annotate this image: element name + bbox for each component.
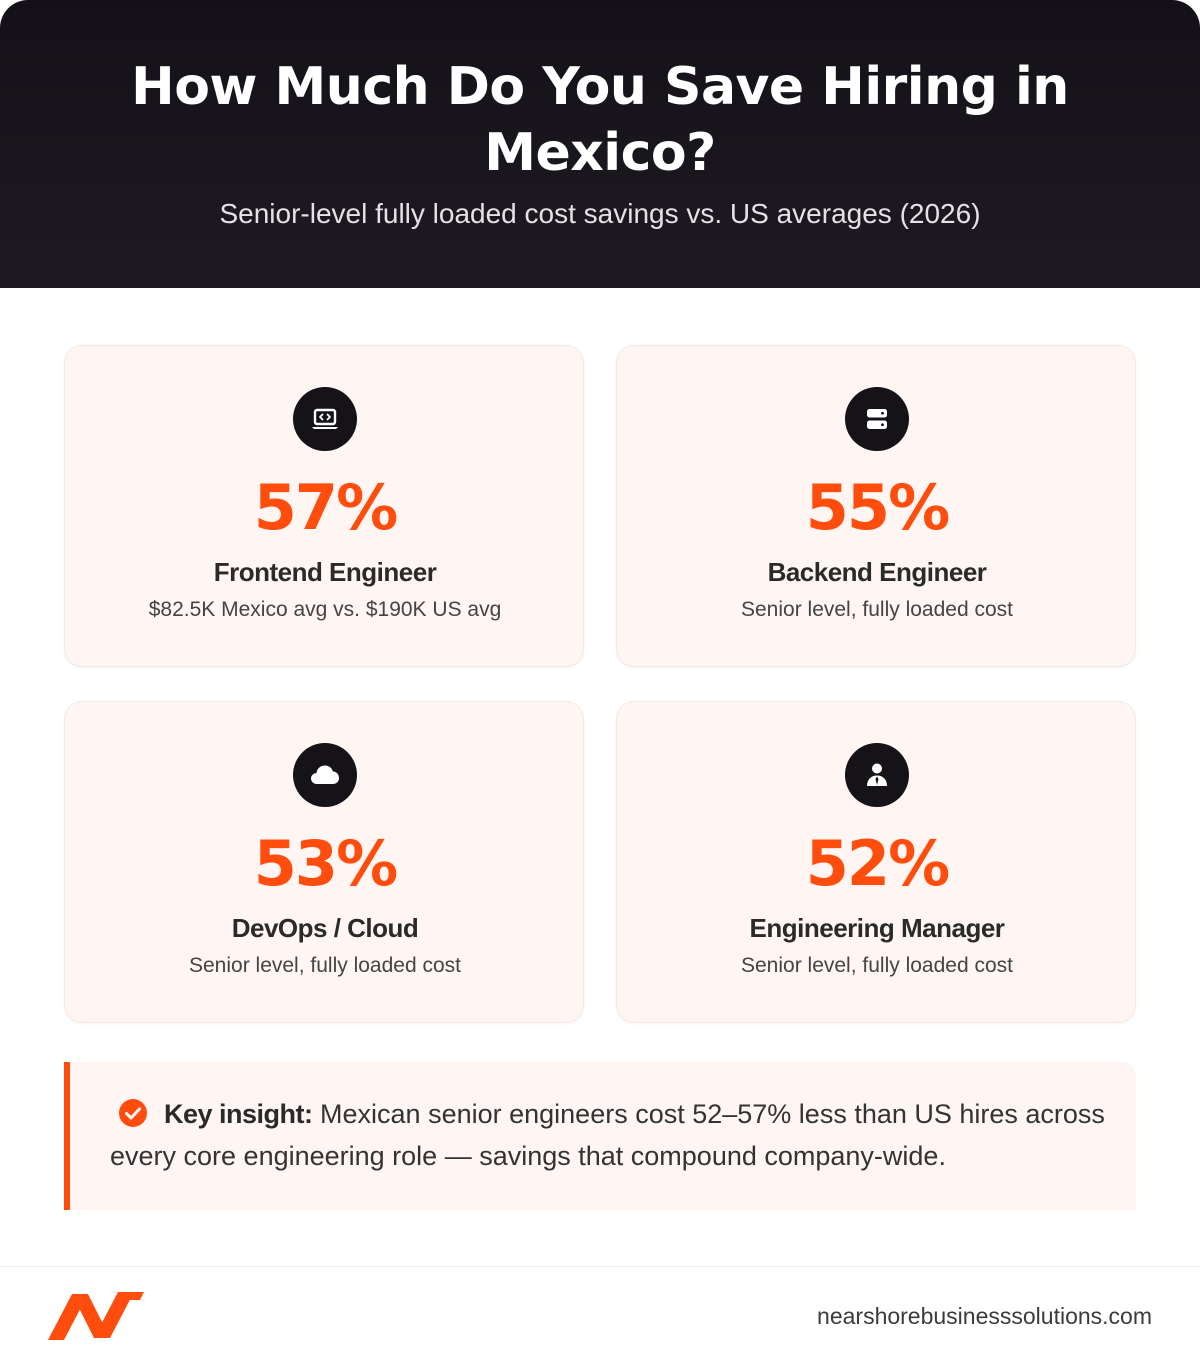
cloud-icon — [293, 743, 357, 807]
savings-percent: 52% — [805, 827, 950, 900]
role-title: Backend Engineer — [767, 557, 987, 587]
footer-divider — [0, 1266, 1200, 1267]
page-subtitle: Senior-level fully loaded cost savings v… — [219, 198, 981, 229]
key-insight-callout: Key insight: Mexican senior engineers co… — [64, 1062, 1136, 1210]
insight-text-block: Key insight: Mexican senior engineers co… — [110, 1093, 1120, 1177]
role-detail: Senior level, fully loaded cost — [189, 954, 461, 977]
savings-card-manager: 52% Engineering Manager Senior level, fu… — [616, 701, 1136, 1023]
savings-percent: 53% — [253, 827, 398, 900]
user-tie-icon — [845, 743, 909, 807]
insight-label: Key insight: — [164, 1099, 313, 1129]
savings-card-devops: 53% DevOps / Cloud Senior level, fully l… — [64, 701, 584, 1023]
role-detail: Senior level, fully loaded cost — [741, 954, 1013, 977]
page-title: How Much Do You Save Hiring in Mexico? — [131, 57, 1069, 183]
savings-card-frontend: 57% Frontend Engineer $82.5K Mexico avg … — [64, 345, 584, 667]
website-link[interactable]: nearshorebusinesssolutions.com — [817, 1303, 1152, 1329]
company-logo — [48, 1292, 144, 1340]
role-detail: Senior level, fully loaded cost — [741, 598, 1013, 621]
insight-text: Mexican senior engineers cost 52–57% les… — [110, 1099, 1105, 1171]
savings-card-backend: 55% Backend Engineer Senior level, fully… — [616, 345, 1136, 667]
role-title: DevOps / Cloud — [231, 913, 419, 943]
header-banner: How Much Do You Save Hiring in Mexico? S… — [0, 0, 1200, 288]
role-detail: $82.5K Mexico avg vs. $190K US avg — [148, 598, 502, 621]
check-circle-icon — [119, 1099, 147, 1127]
laptop-code-icon — [293, 387, 357, 451]
savings-percent: 55% — [805, 471, 950, 544]
role-title: Engineering Manager — [749, 913, 1005, 943]
savings-percent: 57% — [253, 471, 398, 544]
role-title: Frontend Engineer — [213, 557, 437, 587]
server-icon — [845, 387, 909, 451]
